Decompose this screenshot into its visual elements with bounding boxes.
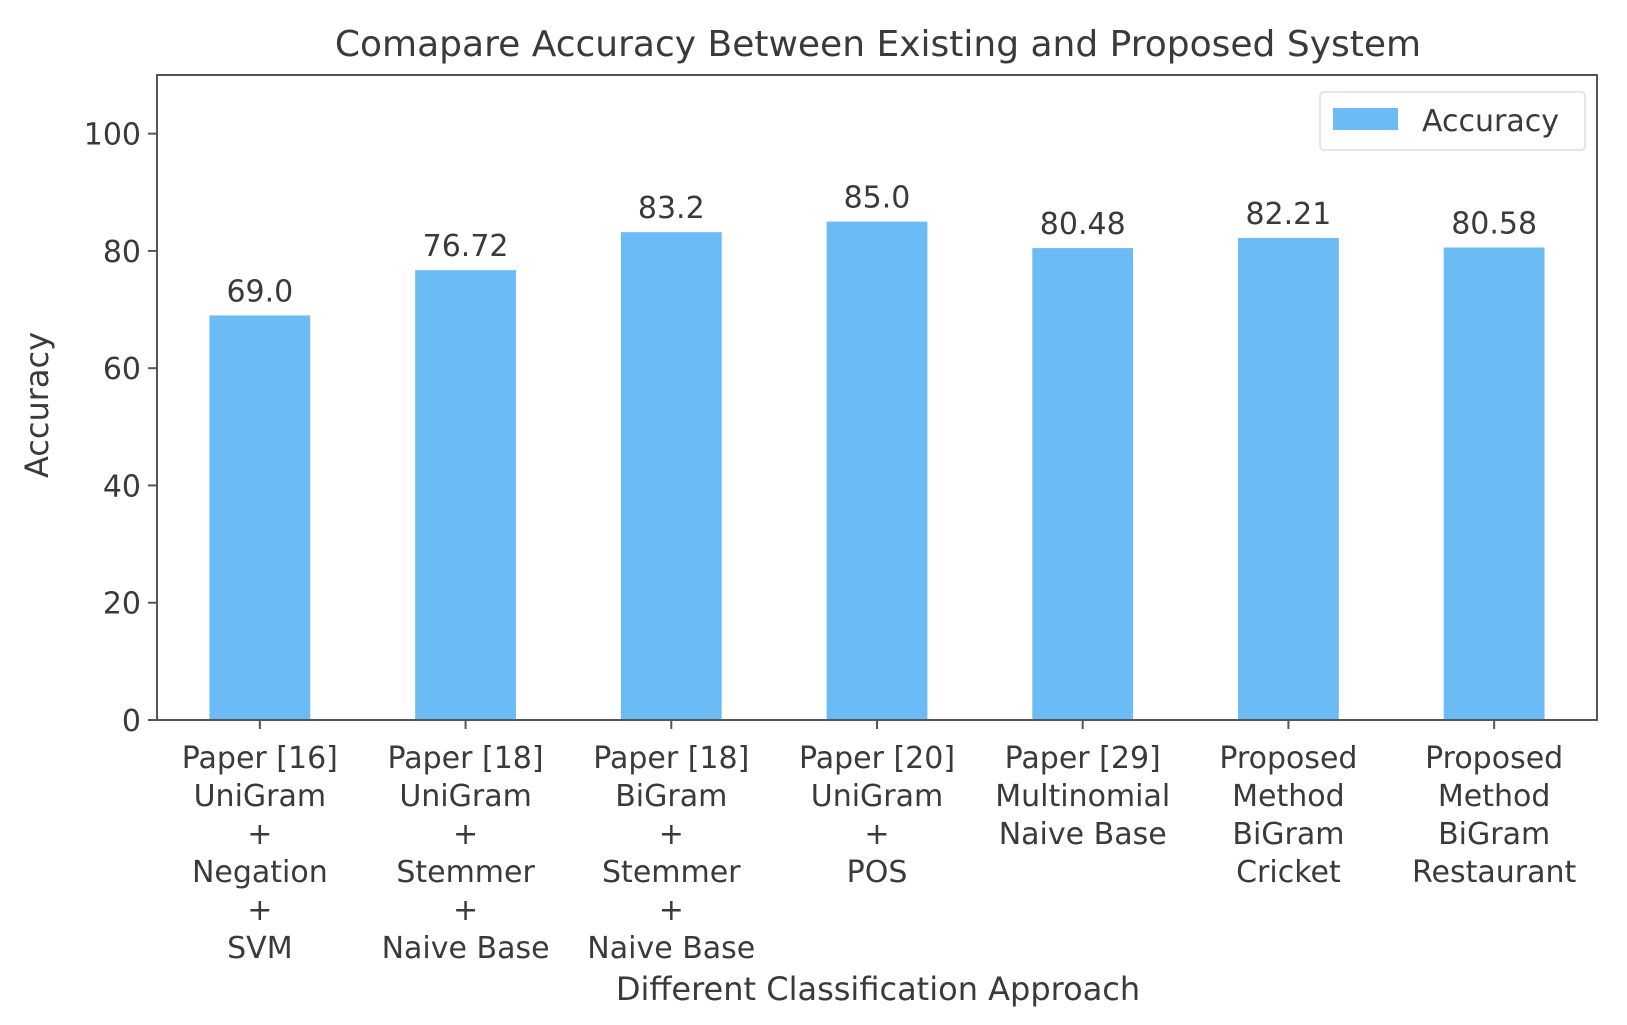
x-tick-label: +: [659, 893, 684, 928]
x-tick-label: +: [659, 817, 684, 852]
y-tick-label: 100: [84, 118, 141, 153]
x-tick-label: Naive Base: [587, 931, 755, 966]
legend-swatch: [1333, 108, 1398, 130]
x-tick-label: Cricket: [1236, 855, 1341, 890]
x-tick-label: BiGram: [1438, 817, 1550, 852]
x-axis-label: Different Classification Approach: [616, 970, 1140, 1008]
x-tick-label: +: [864, 817, 889, 852]
x-tick-label: Method: [1438, 779, 1551, 814]
bar: [1238, 237, 1339, 721]
bar: [620, 232, 722, 721]
x-tick-label: SVM: [227, 931, 292, 966]
y-tick-label: 80: [103, 235, 141, 270]
legend-label: Accuracy: [1422, 104, 1559, 139]
y-axis-label: Accuracy: [18, 332, 56, 478]
bar: [1443, 247, 1545, 720]
x-tick-label: Paper [18]: [388, 741, 544, 776]
x-tick-label: +: [453, 817, 478, 852]
data-label: 76.72: [423, 229, 509, 264]
x-tick-label: Paper [16]: [182, 741, 338, 776]
x-tick-label: Naive Base: [382, 931, 550, 966]
data-label: 85.0: [844, 181, 911, 216]
x-tick-label: Paper [20]: [799, 741, 955, 776]
x-tick-label: Naive Base: [999, 817, 1167, 852]
x-tick-label: +: [453, 893, 478, 928]
data-label: 82.21: [1245, 197, 1331, 232]
x-tick-label: Stemmer: [396, 855, 535, 890]
y-tick-label: 60: [103, 352, 141, 387]
data-label: 80.58: [1451, 207, 1537, 242]
x-tick-label: Proposed: [1219, 741, 1357, 776]
data-label: 83.2: [638, 191, 705, 226]
data-label: 69.0: [226, 274, 293, 309]
x-tick-label: POS: [847, 855, 908, 890]
x-tick-label: Stemmer: [602, 855, 741, 890]
bar: [209, 315, 311, 720]
x-tick-label: Method: [1232, 779, 1345, 814]
x-tick-label: +: [247, 893, 272, 928]
data-label: 80.48: [1040, 207, 1126, 242]
y-tick-label: 40: [103, 469, 141, 504]
x-tick-label: Paper [18]: [593, 741, 749, 776]
x-tick-label: UniGram: [811, 779, 944, 814]
bar: [1032, 248, 1134, 720]
x-tick-label: BiGram: [615, 779, 727, 814]
bar: [415, 270, 516, 720]
x-tick-label: BiGram: [1232, 817, 1344, 852]
legend: Accuracy: [1319, 91, 1586, 151]
chart-title: Comapare Accuracy Between Existing and P…: [335, 24, 1421, 65]
y-tick-label: 0: [122, 704, 141, 739]
x-tick-label: Paper [29]: [1005, 741, 1161, 776]
x-tick-label: Proposed: [1425, 741, 1563, 776]
plot-frame: [156, 74, 1598, 721]
x-tick-label: UniGram: [399, 779, 532, 814]
x-tick-label: Negation: [192, 855, 328, 890]
bar: [826, 221, 928, 720]
x-tick-label: UniGram: [194, 779, 327, 814]
x-tick-label: Multinomial: [995, 779, 1170, 814]
y-tick-label: 20: [103, 587, 141, 622]
legend-box: [1319, 91, 1586, 151]
x-tick-label: Restaurant: [1412, 855, 1576, 890]
x-tick-label: +: [247, 817, 272, 852]
